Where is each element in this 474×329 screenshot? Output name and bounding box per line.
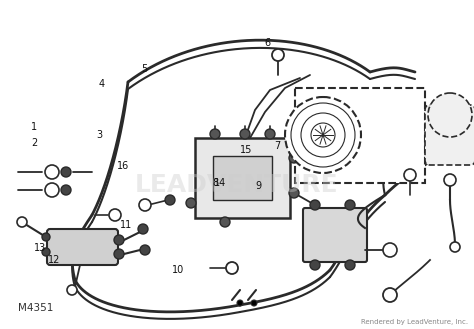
Circle shape	[139, 199, 151, 211]
Circle shape	[45, 165, 59, 179]
Circle shape	[165, 195, 175, 205]
Circle shape	[220, 217, 230, 227]
Text: 8: 8	[213, 178, 219, 188]
Text: Rendered by LeadVenture, Inc.: Rendered by LeadVenture, Inc.	[361, 319, 468, 325]
Circle shape	[42, 248, 50, 256]
Circle shape	[310, 260, 320, 270]
Text: 1: 1	[31, 122, 37, 132]
Text: 11: 11	[119, 220, 132, 230]
Circle shape	[251, 300, 257, 306]
Bar	[213, 156, 272, 200]
Circle shape	[404, 169, 416, 181]
Circle shape	[444, 174, 456, 186]
Circle shape	[428, 93, 472, 137]
Text: 15: 15	[240, 145, 253, 155]
Circle shape	[265, 129, 275, 139]
Circle shape	[345, 260, 355, 270]
Text: 14: 14	[214, 178, 227, 188]
FancyBboxPatch shape	[195, 138, 290, 218]
Circle shape	[240, 129, 250, 139]
Circle shape	[272, 49, 284, 61]
Bar	[295, 88, 425, 183]
Circle shape	[138, 224, 148, 234]
Text: M4351: M4351	[18, 303, 54, 313]
Text: 12: 12	[48, 255, 61, 265]
Text: 6: 6	[265, 38, 271, 48]
Circle shape	[210, 129, 220, 139]
Circle shape	[42, 233, 50, 241]
Text: 10: 10	[172, 265, 184, 275]
Circle shape	[17, 217, 27, 227]
Circle shape	[109, 209, 121, 221]
Text: 9: 9	[255, 181, 261, 191]
Circle shape	[186, 198, 196, 208]
Circle shape	[237, 300, 243, 306]
FancyBboxPatch shape	[425, 105, 474, 165]
Circle shape	[61, 167, 71, 177]
Circle shape	[61, 185, 71, 195]
Circle shape	[289, 153, 299, 163]
Text: LEADVENTURE: LEADVENTURE	[135, 173, 339, 197]
Circle shape	[310, 200, 320, 210]
Circle shape	[45, 183, 59, 197]
Text: 3: 3	[97, 130, 102, 140]
Text: 2: 2	[31, 138, 37, 148]
Circle shape	[383, 288, 397, 302]
Circle shape	[450, 242, 460, 252]
Text: 4: 4	[99, 79, 105, 89]
Circle shape	[345, 200, 355, 210]
FancyBboxPatch shape	[303, 208, 367, 262]
Text: 13: 13	[34, 243, 46, 253]
Circle shape	[114, 249, 124, 259]
Circle shape	[289, 188, 299, 198]
Circle shape	[140, 245, 150, 255]
Circle shape	[285, 97, 361, 173]
Circle shape	[383, 243, 397, 257]
Circle shape	[226, 262, 238, 274]
Text: 16: 16	[117, 161, 129, 171]
Circle shape	[67, 285, 77, 295]
Text: 7: 7	[274, 141, 281, 151]
Circle shape	[114, 235, 124, 245]
FancyBboxPatch shape	[47, 229, 118, 265]
Text: 5: 5	[141, 64, 148, 74]
